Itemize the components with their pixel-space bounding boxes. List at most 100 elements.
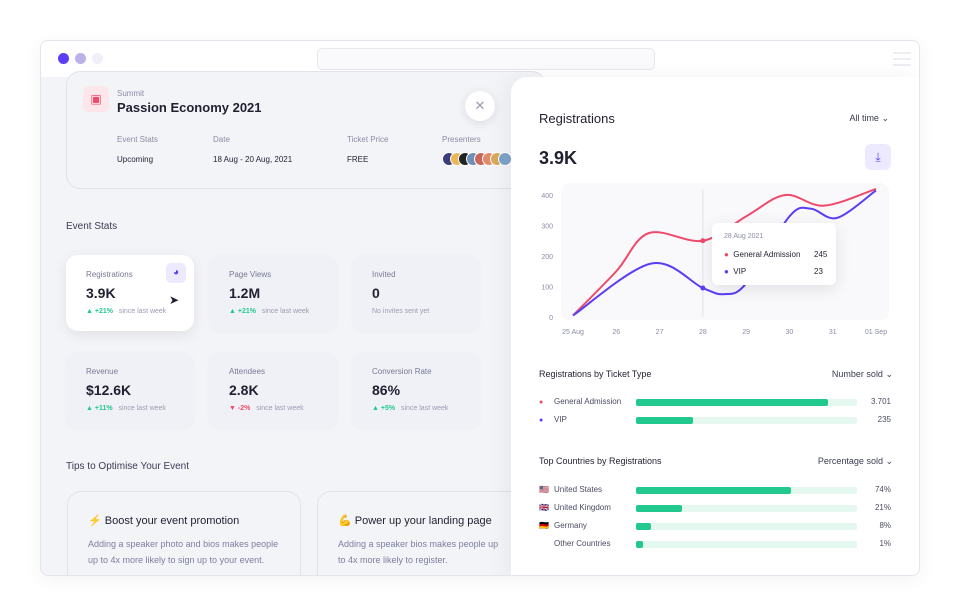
- ticket_types-row: ● General Admission 3.701: [539, 397, 891, 409]
- tooltip-date: 28 Aug 2021: [724, 233, 764, 240]
- row-label: VIP: [554, 415, 567, 424]
- row-value: 74%: [874, 485, 891, 494]
- close-button[interactable]: ✕: [465, 91, 495, 121]
- tooltip-value: 245: [814, 250, 828, 259]
- event-summary-card: ▣ Summit Passion Economy 2021 Event Stat…: [66, 71, 546, 189]
- tooltip-value: 23: [814, 267, 823, 276]
- tip-body: Adding a speaker photo and bios makes pe…: [88, 539, 279, 565]
- section-title: Event Stats: [66, 221, 118, 232]
- event-status: Upcoming: [117, 155, 154, 164]
- stat-value: 1.2M: [229, 285, 261, 301]
- video-camera-icon: ▣: [83, 86, 109, 112]
- row-value: 1%: [879, 539, 891, 548]
- stat-card[interactable]: Invited 0 No invites sent yet: [352, 255, 480, 331]
- col-label: Ticket Price: [347, 135, 389, 144]
- mouse-cursor-icon: ➤: [169, 293, 180, 307]
- stat-label: Registrations: [86, 270, 133, 279]
- row-value: 8%: [879, 521, 891, 530]
- pie-chart-icon[interactable]: ◕: [166, 263, 186, 283]
- countries-row: Other Countries 1%: [539, 539, 891, 551]
- flag-icon: 🇩🇪: [539, 521, 549, 530]
- x-tick-label: 27: [656, 329, 664, 336]
- x-tick-label: 31: [829, 329, 837, 336]
- ticket-metric-select[interactable]: Number sold ⌄: [831, 369, 893, 379]
- tip-title: Boost your event promotion: [104, 515, 240, 527]
- ticket-price: FREE: [347, 155, 369, 164]
- download-button[interactable]: ⤓: [865, 144, 891, 170]
- progress-bar: [636, 487, 857, 494]
- progress-bar: [636, 399, 857, 406]
- stat-card[interactable]: Attendees 2.8K ▼ -2% since last week: [209, 352, 337, 428]
- legend-dot: ●: [539, 399, 544, 406]
- arrow-down-icon: ▼: [229, 405, 236, 412]
- legend-dot: ●: [539, 417, 544, 424]
- presenter-avatars[interactable]: [442, 152, 552, 166]
- registrations-panel: Registrations All time ⌄ 3.9K ⤓ 0 100 200 3…: [511, 77, 919, 575]
- y-tick-label: 400: [541, 193, 553, 200]
- row-value: 3.701: [870, 397, 891, 406]
- stat-value: 0: [372, 285, 380, 301]
- stat-note: since last week: [256, 405, 304, 412]
- stat-note: since last week: [261, 308, 310, 315]
- stat-label: Revenue: [86, 367, 119, 376]
- progress-bar: [636, 541, 857, 548]
- stat-card[interactable]: Revenue $12.6K ▲ +11% since last week: [66, 352, 194, 428]
- stat-card[interactable]: Conversion Rate 86% ▲ +5% since last wee…: [352, 352, 480, 428]
- progress-bar: [636, 523, 857, 530]
- stat-note: since last week: [118, 405, 166, 412]
- countries-row: 🇩🇪 Germany 8%: [539, 521, 891, 533]
- stat-change: +5%: [380, 405, 396, 412]
- menu-icon[interactable]: [893, 52, 911, 70]
- time-range-select[interactable]: All time ⌄: [849, 113, 889, 123]
- progress-bar: [636, 505, 857, 512]
- row-value: 235: [877, 415, 891, 424]
- y-tick-label: 200: [541, 254, 553, 261]
- tooltip-series: VIP: [733, 267, 747, 276]
- presenter-avatar[interactable]: [498, 152, 512, 166]
- section-title: Top Countries by Registrations: [539, 456, 662, 466]
- section-title: Registrations by Ticket Type: [539, 369, 652, 379]
- stat-value: 86%: [372, 382, 401, 398]
- stat-note: since last week: [118, 308, 167, 315]
- stat-change: +21%: [94, 308, 113, 315]
- stat-value: $12.6K: [86, 382, 132, 398]
- stat-label: Invited: [372, 270, 396, 279]
- row-label: United Kingdom: [554, 503, 611, 512]
- flag-icon: 🇬🇧: [539, 503, 549, 512]
- stat-label: Page Views: [229, 270, 272, 279]
- window-dot-close[interactable]: [58, 53, 69, 64]
- col-label: Date: [213, 135, 230, 144]
- stat-note: since last week: [400, 405, 449, 412]
- stat-label: Conversion Rate: [372, 367, 432, 376]
- event-title: Passion Economy 2021: [117, 100, 262, 115]
- address-bar[interactable]: [317, 48, 655, 70]
- stat-value: 2.8K: [229, 382, 259, 398]
- section-title: Tips to Optimise Your Event: [66, 461, 190, 472]
- row-value: 21%: [874, 503, 891, 512]
- tip-card[interactable]: ⚡ Boost your event promotion Adding a sp…: [67, 491, 301, 575]
- lightning-icon: ⚡: [88, 515, 102, 527]
- chart-tooltip: 28 Aug 2021 ● General Admission 245 ● VI…: [712, 223, 836, 285]
- row-label: United States: [554, 485, 603, 494]
- hover-point: [700, 285, 706, 291]
- stat-card[interactable]: Page Views 1.2M ▲ +21% since last week: [209, 255, 337, 331]
- event-date: 18 Aug - 20 Aug, 2021: [213, 155, 293, 164]
- window-dot-maximize[interactable]: [92, 53, 103, 64]
- stat-change: +11%: [94, 405, 113, 412]
- x-tick-label: 01 Sep: [865, 329, 887, 336]
- flexed-arm-icon: 💪: [338, 515, 352, 527]
- row-label: Germany: [554, 521, 587, 530]
- country-metric-select[interactable]: Percentage sold ⌄: [817, 456, 893, 466]
- arrow-up-icon: ▲: [372, 405, 379, 412]
- y-tick-label: 300: [541, 224, 553, 231]
- x-tick-label: 30: [786, 329, 794, 336]
- download-icon: ⤓: [875, 150, 881, 164]
- x-tick-label: 29: [742, 329, 750, 336]
- stat-change: +21%: [237, 308, 256, 315]
- stat-card[interactable]: Registrations 3.9K ▲ +21% since last wee…: [66, 255, 194, 331]
- stat-change: -2%: [237, 405, 251, 412]
- window-dot-minimize[interactable]: [75, 53, 86, 64]
- row-label: General Admission: [554, 397, 622, 406]
- stat-value: 3.9K: [86, 285, 116, 301]
- tip-title: Power up your landing page: [354, 515, 492, 527]
